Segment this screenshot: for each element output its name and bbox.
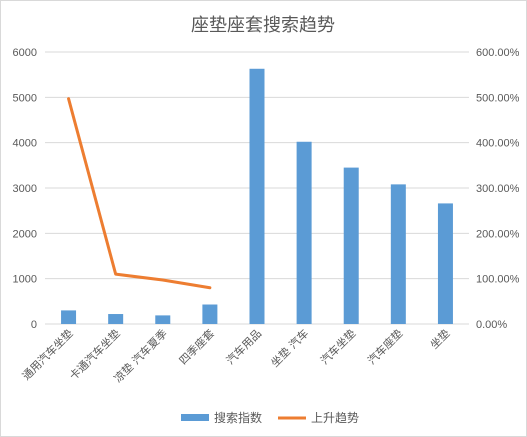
- trend-line: [67, 97, 212, 290]
- bar: [202, 304, 218, 324]
- category-label: 汽车坐垫: [317, 326, 358, 367]
- legend-swatch-bar: [181, 414, 209, 421]
- right-tick-label: 300.00%: [476, 183, 520, 195]
- bar-series: [61, 68, 453, 324]
- right-tick-label: 100.00%: [476, 274, 520, 286]
- bar: [437, 203, 453, 324]
- bar: [155, 315, 171, 324]
- right-tick-label: 500.00%: [476, 92, 520, 104]
- right-tick-label: 200.00%: [476, 228, 520, 240]
- line-point: [162, 279, 164, 281]
- left-tick-label: 1000: [13, 274, 37, 286]
- bar: [249, 68, 265, 324]
- bar: [343, 167, 359, 324]
- category-label: 汽车座垫: [364, 326, 405, 367]
- line-point: [68, 98, 70, 100]
- left-axis: 0 1000 2000 3000 4000 5000 6000: [13, 47, 37, 331]
- left-tick-label: 3000: [13, 183, 37, 195]
- chart-title: 座垫座套搜索趋势: [191, 15, 335, 36]
- bar: [61, 310, 77, 324]
- left-tick-label: 6000: [13, 47, 37, 59]
- line-series: [67, 97, 212, 290]
- category-label: 汽车用品: [223, 326, 264, 367]
- bar: [108, 314, 124, 324]
- right-axis: 0.00% 100.00% 200.00% 300.00% 400.00% 500.00%…: [476, 47, 520, 331]
- left-tick-label: 5000: [13, 92, 37, 104]
- right-tick-label: 0.00%: [476, 319, 507, 331]
- left-tick-label: 4000: [13, 138, 37, 150]
- bar: [390, 184, 406, 324]
- legend-label: 上升趋势: [311, 411, 359, 425]
- legend-label: 搜索指数: [214, 410, 262, 425]
- right-tick-label: 600.00%: [476, 47, 520, 59]
- line-point: [209, 287, 211, 289]
- category-label: 坐垫 汽车: [268, 326, 311, 369]
- bar: [296, 141, 312, 324]
- legend: 搜索指数 上升趋势: [181, 410, 359, 425]
- left-tick-label: 0: [31, 319, 37, 331]
- category-label: 四季座套: [176, 326, 217, 367]
- line-point: [115, 273, 117, 275]
- left-tick-label: 2000: [13, 228, 37, 240]
- category-label: 坐垫: [427, 326, 452, 351]
- right-tick-label: 400.00%: [476, 138, 520, 150]
